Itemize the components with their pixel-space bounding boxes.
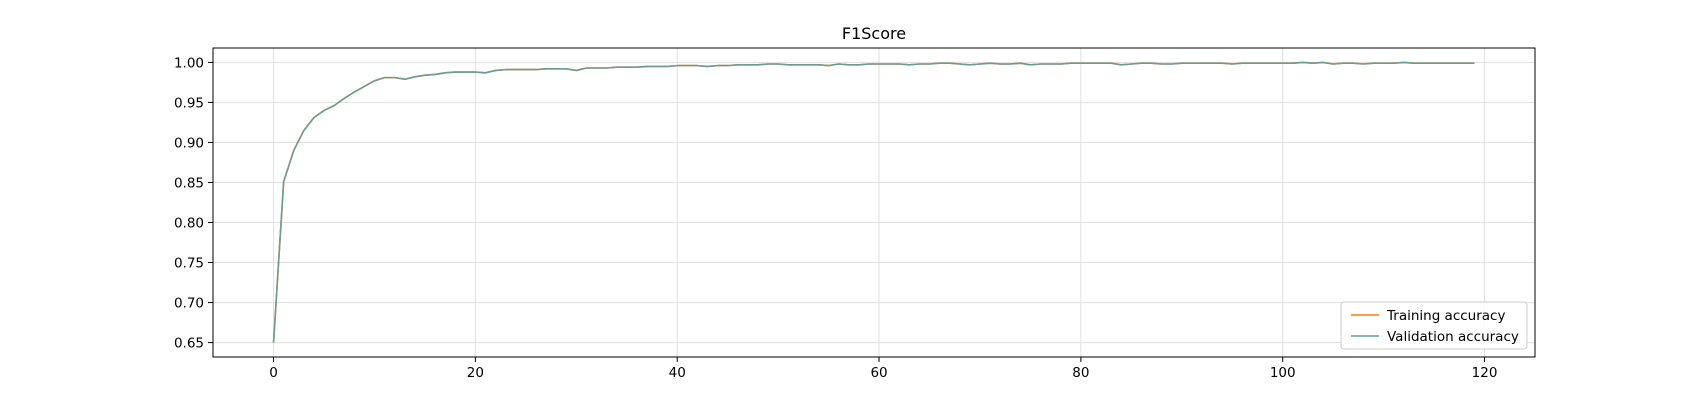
y-tick-label: 1.00 — [174, 55, 204, 71]
x-tick-label: 100 — [1270, 365, 1296, 381]
legend-label-training: Training accuracy — [1386, 308, 1505, 324]
series-lines — [272, 61, 1475, 343]
legend: Training accuracy Validation accuracy — [1340, 301, 1528, 350]
y-tick-label: 0.85 — [174, 175, 204, 191]
y-tick-label: 0.80 — [174, 216, 204, 232]
y-axis: 0.65 0.70 0.75 0.80 0.85 0.90 0.95 1.00 — [174, 55, 213, 352]
x-tick-label: 20 — [467, 365, 484, 381]
x-tick-label: 60 — [870, 365, 887, 381]
x-tick-label: 80 — [1072, 365, 1089, 381]
grid-lines — [213, 48, 1535, 357]
y-tick-label: 0.65 — [174, 336, 204, 352]
x-axis: 0 20 40 60 80 100 120 — [269, 357, 1497, 381]
y-tick-label: 0.95 — [174, 95, 204, 111]
legend-label-validation: Validation accuracy — [1387, 329, 1519, 345]
y-tick-label: 0.90 — [174, 135, 204, 151]
training-accuracy-line — [272, 61, 1475, 343]
legend-box — [1340, 301, 1528, 350]
y-tick-label: 0.75 — [174, 256, 204, 272]
chart-title: F1Score — [842, 24, 906, 43]
x-tick-label: 40 — [669, 365, 686, 381]
x-tick-label: 120 — [1472, 365, 1498, 381]
plot-area-frame — [212, 47, 1536, 358]
x-tick-label: 0 — [269, 365, 278, 381]
validation-accuracy-line — [272, 61, 1475, 343]
y-tick-label: 0.70 — [174, 296, 204, 312]
